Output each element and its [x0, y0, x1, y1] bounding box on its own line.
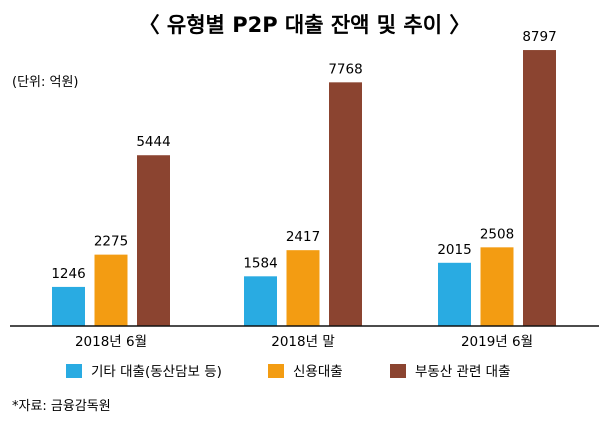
value-label-2-2: 2417 [286, 229, 320, 245]
legend-swatch-2 [268, 364, 284, 378]
legend-swatch-1 [66, 364, 82, 378]
bar-1-3 [137, 155, 170, 326]
bar-2-1 [244, 276, 277, 326]
x-tick-label-2: 2018년 말 [271, 334, 335, 350]
legend: 기타 대출(동산담보 등) 신용대출 부동산 관련 대출 [66, 364, 511, 380]
value-label-1-3: 5444 [136, 134, 170, 150]
source-note: *자료: 금융감독원 [12, 399, 111, 414]
legend-swatch-3 [390, 364, 406, 378]
bar-1-2 [94, 254, 128, 326]
value-label-1-2: 2275 [94, 234, 128, 250]
x-tick-label-1: 2018년 6월 [75, 334, 147, 350]
bar-3-2 [480, 247, 514, 326]
unit-label: (단위: 억원) [12, 75, 79, 90]
value-label-3-2: 2508 [480, 226, 514, 242]
legend-label-2: 신용대출 [293, 364, 343, 380]
value-label-2-3: 7768 [328, 61, 362, 77]
bar-3-1 [438, 262, 471, 326]
bar-2-3 [329, 82, 362, 326]
bars-group [52, 50, 556, 326]
bar-1-1 [52, 286, 85, 326]
value-label-2-1: 1584 [243, 255, 277, 271]
value-label-3-3: 8797 [522, 29, 556, 45]
legend-label-1: 기타 대출(동산담보 등) [91, 364, 222, 380]
chart-title: 〈 유형별 P2P 대출 잔액 및 추이 〉 [139, 13, 471, 37]
value-labels-group: 1246 2275 5444 1584 2417 7768 2015 2508 8797 [51, 29, 556, 282]
bar-2-2 [286, 250, 320, 326]
x-tick-label-3: 2019년 6월 [461, 334, 533, 350]
x-tick-labels-group: 2018년 6월 2018년 말 2019년 6월 [75, 334, 533, 350]
value-label-3-1: 2015 [437, 242, 471, 258]
legend-label-3: 부동산 관련 대출 [415, 364, 511, 380]
bar-3-3 [523, 50, 556, 326]
value-label-1-1: 1246 [51, 266, 85, 282]
